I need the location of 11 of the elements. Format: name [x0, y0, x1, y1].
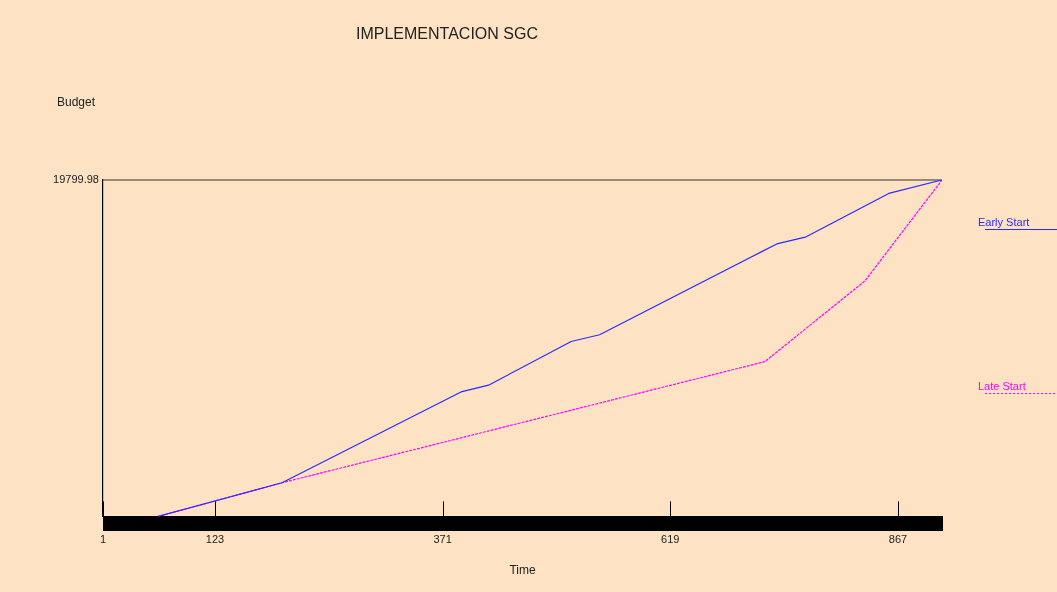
- text: Late Start: [978, 380, 1026, 392]
- x-tick-label: 867: [888, 533, 908, 546]
- text: Budget: [57, 95, 96, 110]
- x-tick-label: 1: [99, 533, 107, 546]
- text: 19799.98: [53, 173, 99, 186]
- chart-title: IMPLEMENTACION SGC: [356, 25, 538, 43]
- x-tick-label: 123: [205, 533, 225, 546]
- x-tick-label: 619: [661, 533, 680, 546]
- text: Early Start: [978, 216, 1030, 228]
- x-tick-label: 371: [433, 533, 452, 546]
- x-axis-title: Time: [509, 563, 536, 578]
